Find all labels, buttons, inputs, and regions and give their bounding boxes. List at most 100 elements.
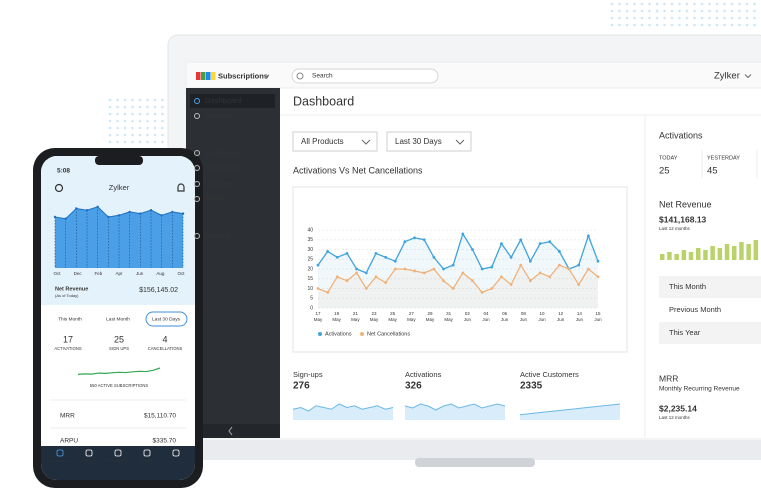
- dot: [610, 9, 614, 13]
- row-label: ARPU: [60, 438, 78, 445]
- x-tick-label: 15: [595, 311, 601, 316]
- nav-item[interactable]: Subscriptions: [106, 458, 130, 463]
- stat-label: Activations: [405, 370, 442, 379]
- search-placeholder[interactable]: Search: [312, 73, 333, 80]
- point: [384, 255, 387, 259]
- x-tick-label: 25: [390, 311, 396, 316]
- dot: [153, 133, 157, 137]
- period-option[interactable]: This Month: [669, 282, 706, 291]
- nav-item[interactable]: More: [171, 458, 181, 463]
- dot: [678, 2, 681, 6]
- point: [500, 242, 503, 246]
- point: [355, 267, 359, 271]
- bar: [717, 248, 723, 260]
- period-option[interactable]: This Year: [669, 328, 701, 337]
- tab-active[interactable]: [145, 311, 188, 327]
- dot: [108, 105, 112, 109]
- nav-icon: [172, 449, 180, 457]
- nav-icon: [194, 113, 200, 119]
- x-tick-label: Jun: [576, 317, 584, 322]
- dot: [161, 133, 164, 137]
- dot: [146, 126, 149, 130]
- nav-item[interactable]: Invoices: [140, 458, 155, 463]
- x-tick-label: Jun: [557, 317, 565, 322]
- dropdown[interactable]: [292, 131, 378, 152]
- dot: [745, 9, 749, 13]
- bell-icon[interactable]: [177, 183, 185, 192]
- refresh-icon[interactable]: [54, 183, 64, 193]
- nav-item[interactable]: Customers: [205, 148, 242, 157]
- dot: [123, 140, 127, 144]
- point: [586, 234, 590, 238]
- dot: [123, 133, 127, 137]
- point: [355, 271, 359, 275]
- dot: [700, 9, 704, 13]
- nav-item[interactable]: Customers: [79, 458, 98, 463]
- nav-icon: [85, 449, 93, 457]
- point: [490, 287, 494, 290]
- nav-item[interactable]: Dashboard: [205, 96, 242, 105]
- laptop-notch: [415, 458, 535, 467]
- dot: [708, 9, 711, 13]
- nav-icon: [194, 233, 200, 239]
- nav-item[interactable]: Subscription: [205, 163, 246, 172]
- point: [403, 267, 407, 271]
- nav-item[interactable]: Invoices: [205, 179, 233, 188]
- x-tick-label: Feb: [94, 271, 102, 276]
- nav-item[interactable]: Dashboard: [50, 458, 70, 463]
- stat-value: 25: [659, 166, 670, 177]
- dot: [161, 98, 164, 102]
- point: [422, 238, 426, 242]
- dropdown-label[interactable]: Last 30 Days: [395, 137, 442, 146]
- point: [96, 205, 99, 208]
- dropdown[interactable]: [386, 131, 472, 152]
- dot: [753, 9, 756, 13]
- dot: [161, 112, 164, 116]
- point: [413, 269, 416, 273]
- point: [538, 242, 542, 246]
- point: [442, 267, 445, 271]
- logo-block: [211, 72, 216, 80]
- dot: [138, 98, 142, 102]
- x-tick-label: 14: [577, 311, 583, 316]
- point: [557, 250, 561, 253]
- dot: [655, 16, 659, 20]
- x-tick-label: 29: [427, 311, 433, 316]
- nav-item[interactable]: Reports: [205, 231, 232, 240]
- dot: [700, 2, 704, 6]
- search-box[interactable]: [291, 68, 439, 84]
- period-row[interactable]: [659, 276, 761, 298]
- point: [326, 291, 330, 294]
- nav-item[interactable]: Products: [205, 111, 235, 120]
- stat-label: ACTIVATIONS: [54, 346, 82, 351]
- x-tick-label: Dec: [74, 271, 83, 276]
- brand: Subscriptions: [218, 71, 268, 80]
- nav-icon: [143, 449, 151, 457]
- dot: [625, 2, 629, 6]
- dot: [648, 16, 651, 20]
- x-tick-label: May: [407, 317, 416, 322]
- dot: [633, 23, 636, 27]
- dropdown-label[interactable]: All Products: [301, 137, 344, 146]
- tab[interactable]: Last Month: [106, 316, 130, 322]
- series-line: [317, 232, 599, 274]
- period-option[interactable]: Previous Month: [669, 305, 721, 314]
- dot: [116, 105, 119, 109]
- nav-item[interactable]: Events: [205, 194, 228, 203]
- period-row[interactable]: [659, 322, 761, 344]
- bar: [696, 248, 701, 260]
- dot: [738, 23, 741, 27]
- dot: [685, 23, 689, 27]
- dot: [131, 105, 134, 109]
- tab[interactable]: Last 30 Days: [152, 316, 181, 322]
- org-name[interactable]: Zylker: [714, 71, 740, 82]
- sidebar-collapse[interactable]: [186, 424, 280, 438]
- dot: [708, 2, 711, 6]
- point: [548, 275, 552, 279]
- nav-icon: [194, 98, 200, 104]
- tab[interactable]: This Month: [58, 316, 82, 322]
- x-tick-label: Apr: [115, 271, 123, 276]
- dot: [146, 133, 149, 137]
- stat-value: 276: [293, 381, 310, 392]
- org-name: Zylker: [109, 183, 130, 192]
